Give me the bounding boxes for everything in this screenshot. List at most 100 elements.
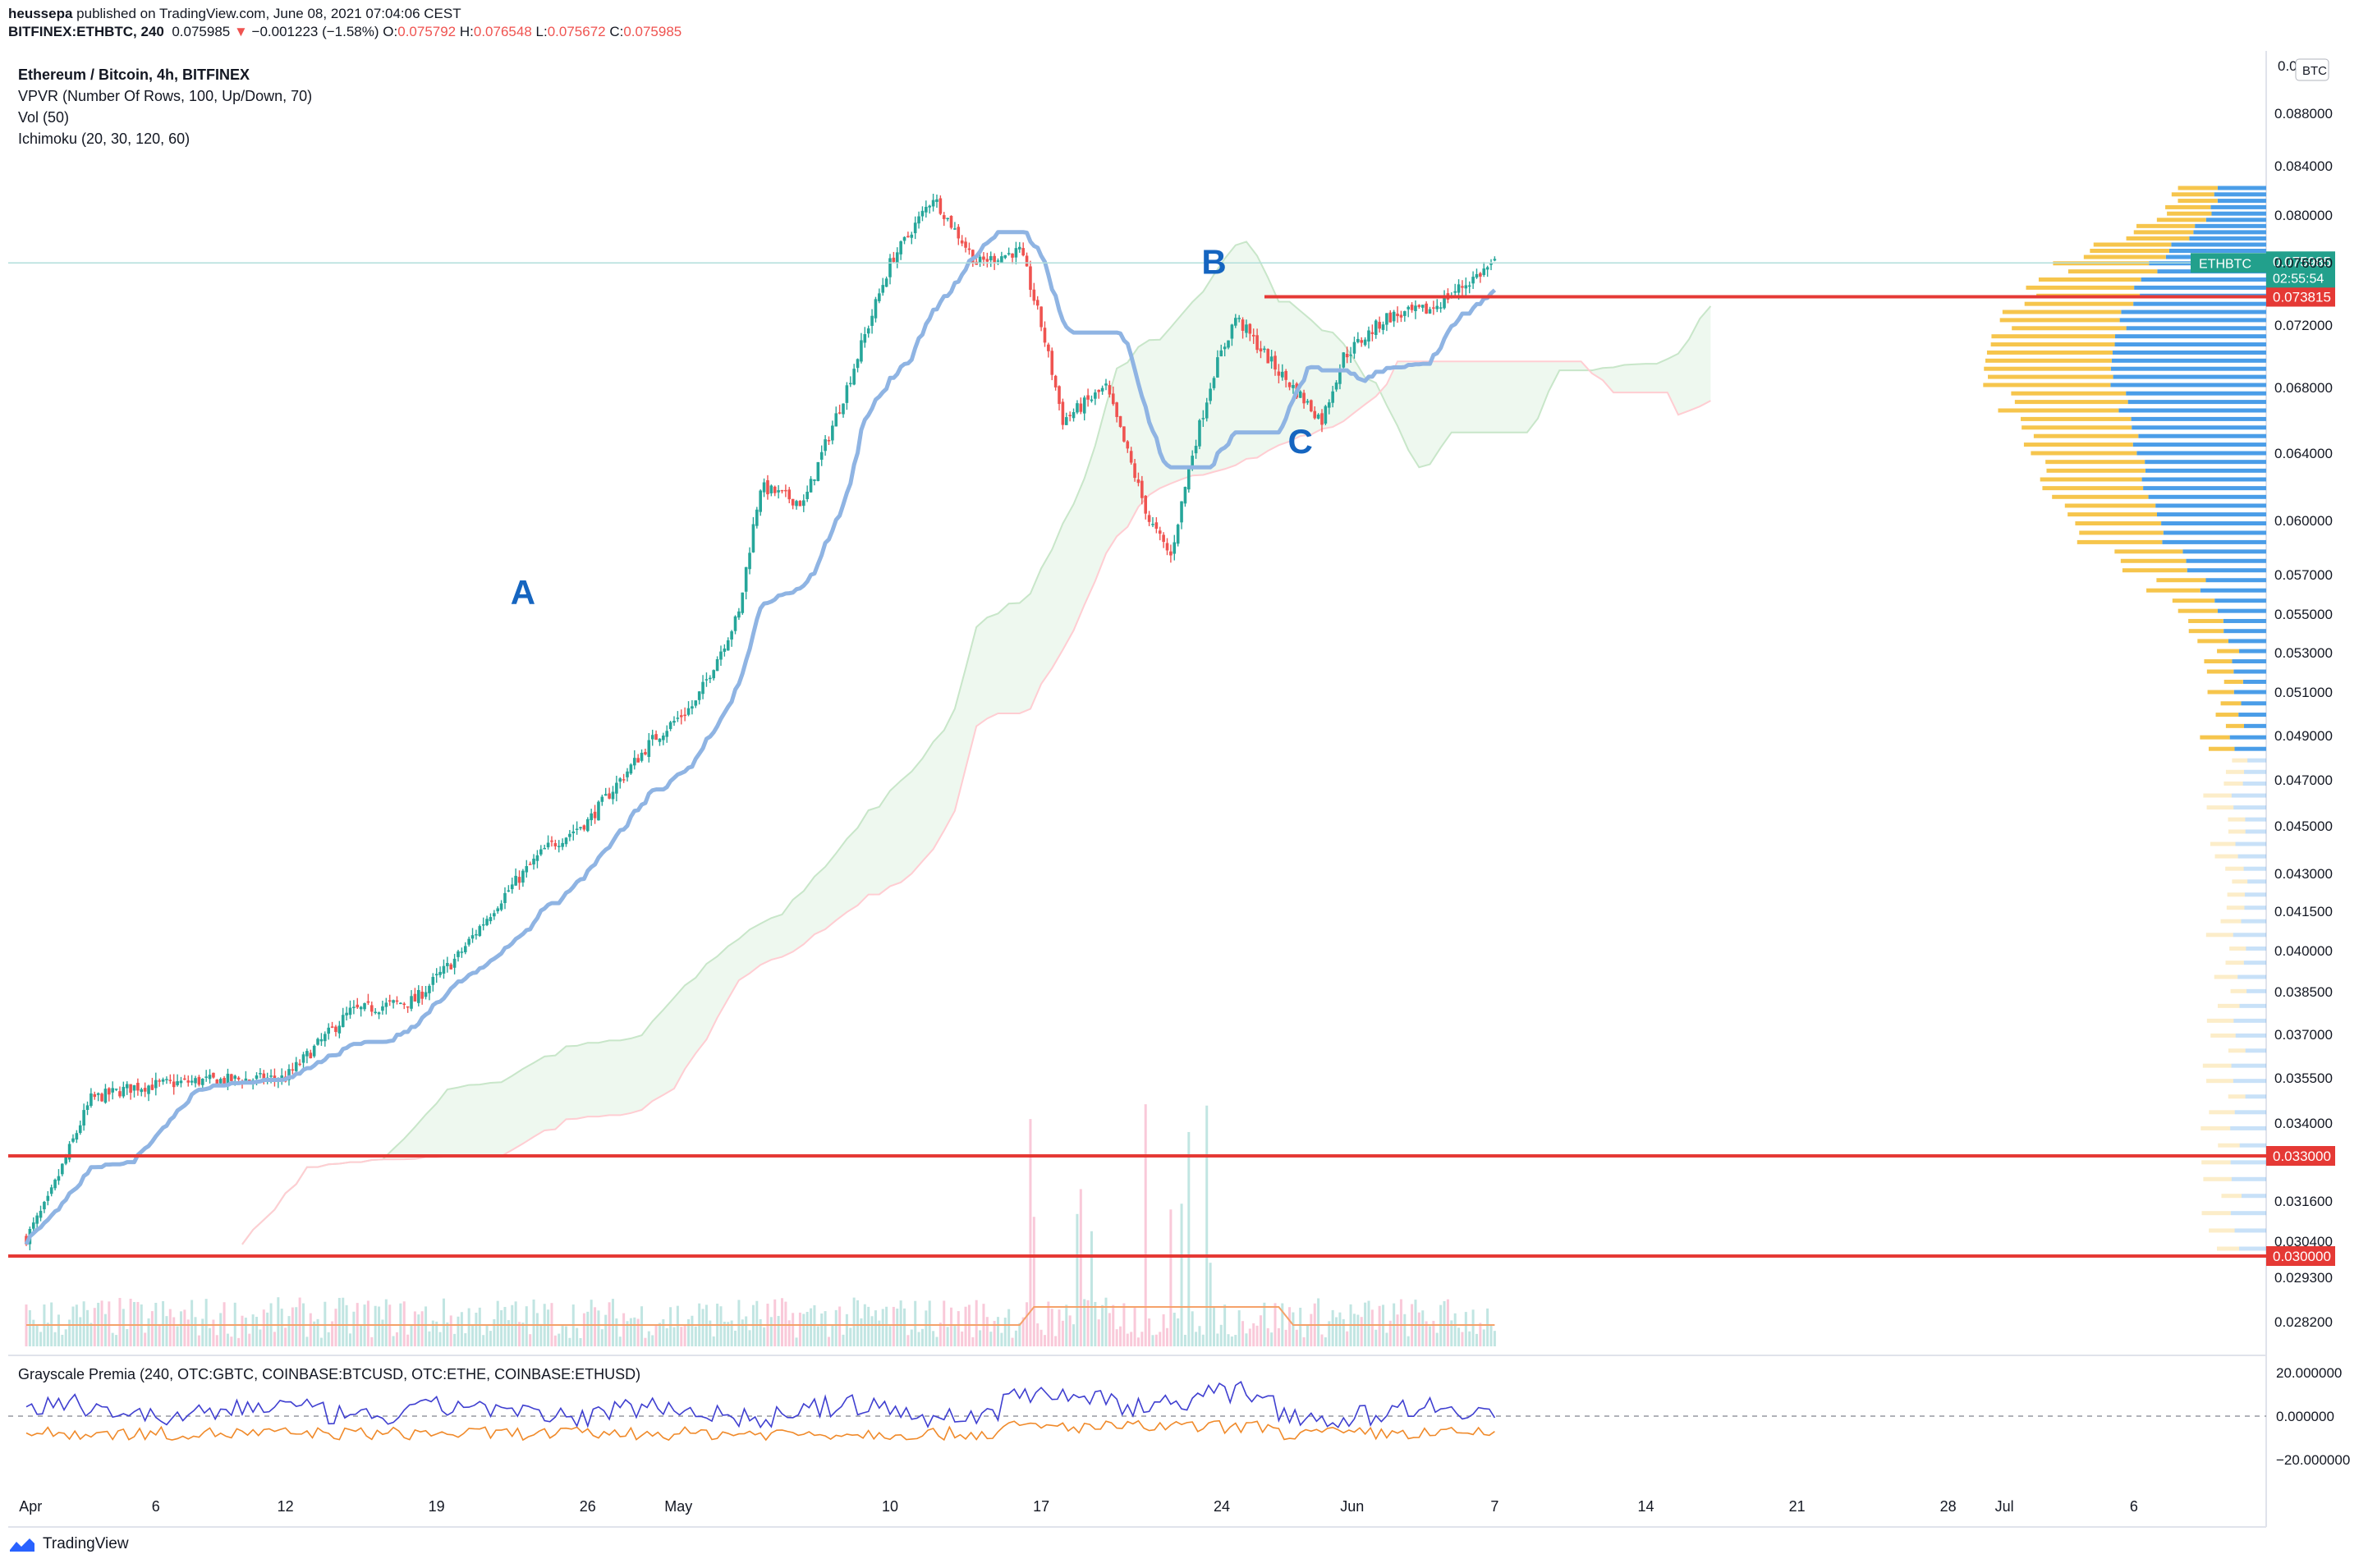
- candle-body: [1076, 403, 1079, 413]
- vpvr-down-row: [2201, 1160, 2231, 1165]
- vpvr-up-row: [2230, 1211, 2266, 1216]
- legend-ichimoku[interactable]: Ichimoku (20, 30, 120, 60): [18, 131, 190, 147]
- candle-body: [809, 479, 813, 493]
- candle-body: [935, 199, 938, 202]
- x-tick-label: 19: [429, 1498, 445, 1515]
- volume-bar: [842, 1334, 845, 1346]
- candle-body: [1035, 300, 1039, 306]
- close-value: 0.075985: [623, 24, 682, 39]
- volume-bar: [658, 1323, 661, 1346]
- vpvr-up-row: [2126, 391, 2266, 396]
- candle-body: [644, 752, 647, 754]
- volume-bar: [1021, 1317, 1025, 1346]
- candle-body: [438, 971, 442, 975]
- volume-bar: [1144, 1104, 1147, 1346]
- candle-body: [1453, 291, 1457, 293]
- candle-body: [813, 479, 816, 481]
- candle-body: [434, 974, 438, 976]
- volume-bar: [1399, 1299, 1402, 1346]
- x-tick-label: 7: [1490, 1498, 1498, 1515]
- volume-bar: [1068, 1315, 1072, 1346]
- vpvr-up-row: [2148, 494, 2266, 499]
- vpvr-down-row: [2165, 204, 2211, 209]
- volume-bar: [1003, 1318, 1007, 1346]
- premia-tick: 20.000000: [2276, 1365, 2342, 1381]
- volume-bar: [305, 1336, 309, 1346]
- candle-body: [416, 989, 420, 1003]
- vpvr-down-row: [2188, 629, 2224, 634]
- y-tick-label: 0.047000: [2274, 773, 2333, 788]
- candle-body: [1198, 420, 1201, 447]
- volume-bar: [787, 1320, 791, 1346]
- publish-info: published on TradingView.com, June 08, 2…: [72, 6, 461, 21]
- candle-body: [319, 1038, 324, 1042]
- vpvr-up-row: [2234, 1228, 2266, 1233]
- candle-body: [359, 1006, 363, 1010]
- candle-body: [395, 1000, 399, 1002]
- volume-bar: [500, 1309, 503, 1346]
- vpvr-up-row: [2217, 186, 2266, 190]
- vpvr-down-row: [2079, 530, 2164, 535]
- premia-legend[interactable]: Grayscale Premia (240, OTC:GBTC, COINBAS…: [18, 1366, 641, 1382]
- volume-bar: [730, 1320, 733, 1346]
- candle-body: [1169, 551, 1173, 556]
- candle-body: [1302, 392, 1306, 404]
- candle-body: [1378, 322, 1381, 329]
- candle-body: [132, 1084, 136, 1091]
- volume-bar: [1367, 1300, 1370, 1346]
- volume-bar: [241, 1315, 244, 1346]
- candle-body: [96, 1093, 100, 1095]
- candle-body: [615, 782, 618, 794]
- volume-bar: [1026, 1302, 1029, 1346]
- candle-body: [212, 1072, 215, 1078]
- volume-bar: [424, 1306, 428, 1346]
- volume-bar: [1140, 1332, 1144, 1346]
- candle-body: [805, 491, 809, 499]
- volume-bar: [691, 1315, 694, 1346]
- candle-body: [1223, 346, 1227, 350]
- volume-bar: [1248, 1328, 1251, 1346]
- vpvr-up-row: [2244, 769, 2266, 774]
- vpvr-up-row: [2195, 223, 2266, 228]
- volume-bar: [651, 1335, 654, 1346]
- vpvr-up-row: [2114, 342, 2266, 347]
- volume-bar: [266, 1312, 269, 1346]
- author-name[interactable]: heussepa: [8, 6, 73, 21]
- volume-bar: [810, 1308, 813, 1346]
- brand-name: TradingView: [43, 1535, 129, 1552]
- vpvr-up-row: [2136, 451, 2266, 456]
- legend-vpvr[interactable]: VPVR (Number Of Rows, 100, Up/Down, 70): [18, 88, 313, 104]
- volume-bar: [874, 1310, 877, 1346]
- candle-body: [255, 1075, 259, 1080]
- volume-bar: [384, 1299, 388, 1346]
- legend-main-series[interactable]: Ethereum / Bitcoin, 4h, BITFINEX: [18, 66, 250, 83]
- candle-body: [967, 248, 971, 250]
- volume-bar: [1058, 1309, 1061, 1346]
- tradingview-brand[interactable]: TradingView: [8, 1535, 129, 1553]
- volume-bar: [957, 1311, 960, 1346]
- volume-bar: [539, 1323, 543, 1346]
- candle-body: [1277, 371, 1281, 376]
- volume-bar: [1292, 1312, 1295, 1346]
- candle-body: [478, 926, 482, 937]
- volume-bar: [324, 1301, 327, 1346]
- candle-body: [1180, 501, 1183, 523]
- volume-bar: [417, 1314, 420, 1346]
- volume-bar: [1396, 1314, 1399, 1346]
- candle-body: [1136, 479, 1140, 484]
- vpvr-up-row: [2244, 892, 2266, 897]
- volume-bar: [1263, 1302, 1266, 1346]
- vpvr-down-row: [2228, 1048, 2246, 1053]
- candle-body: [629, 764, 633, 774]
- candle-body: [370, 1005, 374, 1012]
- volume-bar: [1154, 1334, 1158, 1346]
- candle-body: [75, 1133, 79, 1140]
- volume-bar: [600, 1329, 603, 1346]
- volume-bar: [834, 1309, 838, 1346]
- candle-body: [388, 1000, 392, 1002]
- candle-body: [223, 1078, 226, 1084]
- volume-bar: [741, 1319, 744, 1346]
- legend-volume[interactable]: Vol (50): [18, 109, 70, 126]
- vpvr-down-row: [2022, 425, 2132, 430]
